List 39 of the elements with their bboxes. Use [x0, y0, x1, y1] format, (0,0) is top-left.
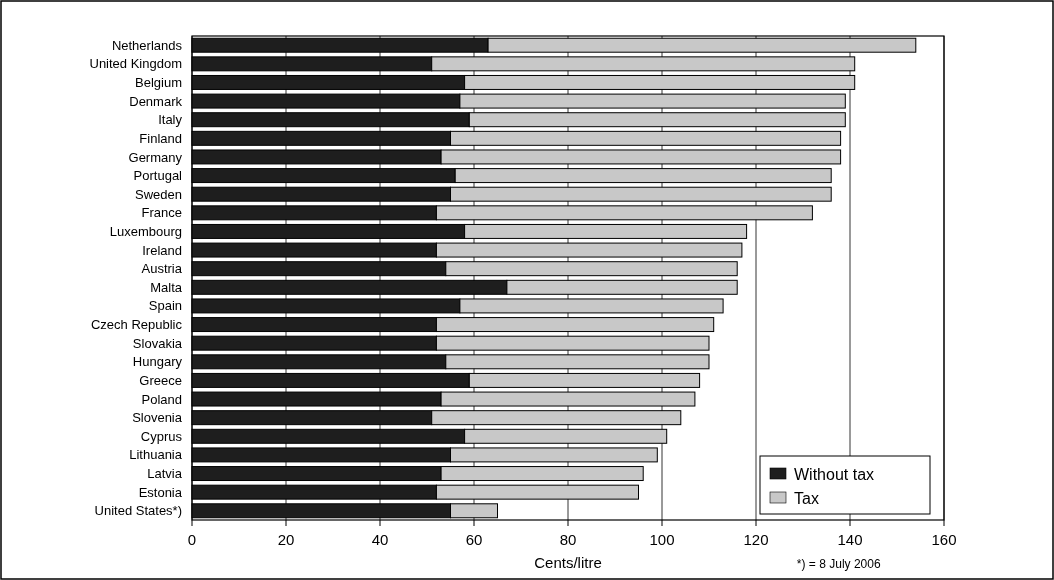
x-tick-label: 120 — [743, 531, 769, 548]
y-tick-label: Slovakia — [132, 335, 183, 351]
y-tick-label: Italy — [158, 112, 183, 128]
y-tick-label: United States*) — [94, 503, 182, 519]
text: *) = 8 July 2006 — [796, 557, 881, 571]
y-tick-label: Malta — [150, 279, 183, 295]
y-tick-label: Poland — [141, 391, 182, 407]
y-tick-label: Ireland — [142, 242, 182, 258]
y-tick-label: Austria — [141, 261, 183, 277]
y-tick-label: France — [141, 205, 182, 221]
x-tick-label: 0 — [187, 531, 197, 548]
x-tick-label: 100 — [649, 531, 675, 548]
y-tick-label: Luxembourg — [109, 223, 182, 239]
y-tick-label: Portugal — [133, 168, 183, 184]
legend-label: Without tax — [794, 465, 875, 483]
y-tick-label: Netherlands — [111, 37, 183, 53]
x-tick-label: 60 — [465, 531, 483, 548]
y-tick-label: Denmark — [129, 93, 183, 109]
y-tick-label: Sweden — [135, 186, 182, 202]
y-tick-label: Finland — [139, 130, 182, 146]
y-tick-label: Slovenia — [132, 410, 183, 426]
x-tick-label: 80 — [559, 531, 577, 548]
y-tick-label: Estonia — [138, 484, 183, 500]
y-tick-label: Spain — [148, 298, 182, 314]
x-tick-label: 40 — [371, 531, 389, 548]
y-tick-label: Hungary — [132, 354, 183, 370]
y-tick-label: United Kingdom — [89, 56, 182, 72]
y-tick-label: Germany — [128, 149, 183, 165]
x-tick-label: 20 — [277, 531, 295, 548]
x-tick-label: 140 — [837, 531, 863, 548]
x-tick-label: 160 — [931, 531, 957, 548]
y-tick-label: Lithuania — [129, 447, 183, 463]
y-tick-label: Belgium — [135, 75, 182, 91]
legend-label: Tax — [794, 489, 819, 507]
y-tick-label: Czech Republic — [90, 317, 183, 333]
y-tick-label: Cyprus — [140, 428, 183, 444]
y-tick-label: Greece — [139, 372, 182, 388]
x-axis-title: Cents/litre — [534, 554, 602, 571]
y-tick-label: Latvia — [147, 466, 183, 482]
